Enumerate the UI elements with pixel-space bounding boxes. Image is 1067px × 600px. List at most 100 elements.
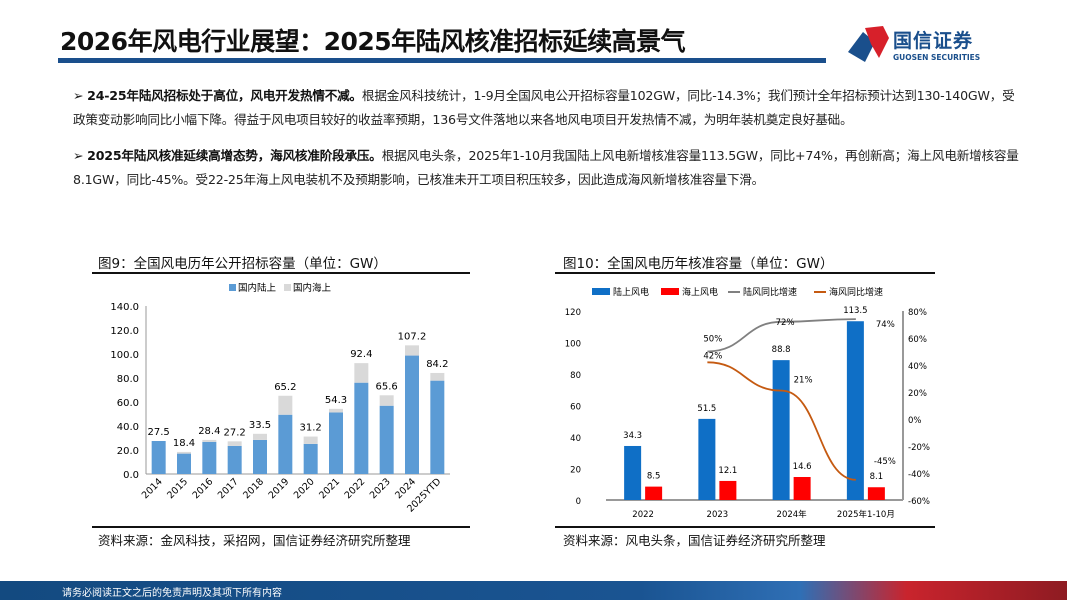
y-tick-label: 20.0 bbox=[117, 446, 139, 457]
legend-swatch bbox=[661, 288, 679, 295]
bar-onshore bbox=[772, 360, 790, 500]
y2-tick-label: 20% bbox=[908, 389, 927, 399]
data-label: 31.2 bbox=[300, 423, 322, 434]
bar-offshore bbox=[379, 395, 394, 406]
data-label: 14.6 bbox=[793, 462, 812, 472]
data-label: 54.3 bbox=[325, 395, 347, 406]
y2-tick-label: 80% bbox=[908, 308, 927, 318]
bar-onshore bbox=[405, 355, 419, 474]
line-data-label: -45% bbox=[874, 457, 896, 467]
y-tick-label: 40.0 bbox=[117, 422, 139, 433]
y2-tick-label: 40% bbox=[908, 362, 927, 372]
y-tick-label: 100 bbox=[565, 340, 581, 350]
chart1-bottom-rule bbox=[92, 526, 470, 528]
chart2-title: 图10：全国风电历年核准容量（单位：GW） bbox=[563, 256, 834, 272]
data-label: 18.4 bbox=[173, 438, 195, 449]
bullet-2: ➢ 2025年陆风核准延续高增态势，海风核准阶段承压。根据风电头条，2025年1… bbox=[73, 148, 1019, 187]
chart2-bottom-rule bbox=[555, 526, 935, 528]
bar-offshore bbox=[177, 451, 191, 454]
bar-onshore bbox=[329, 412, 343, 474]
line-data-label: 72% bbox=[776, 318, 795, 328]
bar-offshore bbox=[227, 441, 242, 446]
bar-offshore bbox=[645, 486, 663, 500]
data-label: 28.4 bbox=[198, 426, 220, 437]
x-tick-label: 2024年 bbox=[777, 509, 808, 520]
legend-swatch bbox=[229, 284, 236, 291]
data-label: 65.6 bbox=[376, 381, 398, 392]
line-data-label: 50% bbox=[703, 335, 722, 345]
data-label: 88.8 bbox=[772, 345, 791, 355]
legend-label: 海风同比增速 bbox=[829, 286, 883, 298]
chart1-source: 资料来源：金风科技，采招网，国信证券经济研究所整理 bbox=[98, 533, 411, 548]
bar-offshore bbox=[278, 395, 293, 415]
y-tick-label: 60 bbox=[570, 403, 581, 413]
data-label: 27.2 bbox=[224, 427, 246, 438]
legend-swatch bbox=[284, 284, 291, 291]
data-label: 34.3 bbox=[623, 431, 642, 441]
chart2-source: 资料来源：风电头条，国信证券经济研究所整理 bbox=[563, 533, 826, 548]
bullet-list: ➢ 24-25年陆风招标处于高位，风电开发热情不减。根据金风科技统计，1-9月全… bbox=[73, 84, 1023, 192]
bar-offshore bbox=[719, 480, 737, 500]
y2-tick-label: -40% bbox=[908, 470, 930, 480]
y2-tick-label: 60% bbox=[908, 335, 927, 345]
title-rule bbox=[58, 58, 826, 63]
data-label: 84.2 bbox=[426, 359, 448, 370]
line-onshore-yoy bbox=[707, 318, 856, 353]
bar-onshore bbox=[354, 382, 369, 474]
chart1-title: 图9：全国风电历年公开招标容量（单位：GW） bbox=[98, 256, 387, 272]
data-label: 8.5 bbox=[647, 472, 661, 482]
line-data-label: 74% bbox=[876, 320, 895, 330]
bar-onshore bbox=[151, 441, 166, 474]
bar-offshore bbox=[354, 363, 369, 383]
data-label: 51.5 bbox=[697, 404, 716, 414]
line-data-label: 21% bbox=[794, 376, 813, 386]
legend-label: 国内海上 bbox=[293, 282, 332, 294]
bar-offshore bbox=[867, 487, 885, 500]
y-tick-label: 0.0 bbox=[123, 470, 139, 481]
bar-offshore bbox=[329, 408, 343, 413]
y-tick-label: 140.0 bbox=[110, 302, 139, 313]
legend-label: 陆上风电 bbox=[613, 286, 649, 298]
bar-onshore bbox=[430, 380, 445, 474]
line-offshore-yoy bbox=[707, 361, 856, 481]
y-tick-label: 20 bbox=[570, 466, 581, 476]
y-tick-label: 100.0 bbox=[110, 350, 139, 361]
data-label: 65.2 bbox=[274, 382, 296, 393]
bullet-2-bold: 2025年陆风核准延续高增态势，海风核准阶段承压。 bbox=[87, 148, 382, 163]
y-tick-label: 40 bbox=[570, 434, 581, 444]
y-tick-label: 80.0 bbox=[117, 374, 139, 385]
bar-onshore bbox=[253, 439, 267, 474]
y-tick-label: 120.0 bbox=[110, 326, 139, 337]
y-tick-label: 80 bbox=[570, 371, 581, 381]
bar-offshore bbox=[430, 372, 445, 381]
legend-swatch bbox=[592, 288, 610, 295]
bar-onshore bbox=[379, 405, 394, 474]
bar-onshore bbox=[202, 441, 217, 474]
logo-subtext: GUOSEN SECURITIES bbox=[893, 53, 981, 62]
bar-offshore bbox=[793, 477, 811, 500]
chart1-top-rule bbox=[92, 272, 470, 274]
bullet-2-text: 根据风电头条，2025年1-10月我国陆上风电新增核准容量113.5GW，同比+… bbox=[73, 148, 1019, 187]
bar-offshore bbox=[253, 433, 267, 440]
bar-onshore bbox=[698, 418, 716, 500]
legend-label: 国内陆上 bbox=[238, 282, 277, 294]
guosen-logo-icon bbox=[848, 26, 889, 62]
y2-tick-label: 0% bbox=[908, 416, 922, 426]
bar-offshore bbox=[405, 345, 419, 356]
y-tick-label: 120 bbox=[565, 308, 581, 318]
bar-onshore bbox=[227, 445, 242, 474]
x-tick-label: 2025年1-10月 bbox=[837, 509, 895, 520]
bullet-1-bold: 24-25年陆风招标处于高位，风电开发热情不减。 bbox=[87, 88, 362, 103]
bullet-1-text: 根据金风科技统计，1-9月全国风电公开招标容量102GW，同比-14.3%；我们… bbox=[73, 88, 1015, 127]
x-tick-label: 2022 bbox=[632, 510, 654, 520]
bar-onshore bbox=[846, 321, 864, 500]
bar-onshore bbox=[303, 443, 318, 474]
legend-label: 海上风电 bbox=[682, 286, 718, 298]
data-label: 12.1 bbox=[718, 466, 737, 476]
y2-tick-label: -20% bbox=[908, 443, 930, 453]
bullet-1: ➢ 24-25年陆风招标处于高位，风电开发热情不减。根据金风科技统计，1-9月全… bbox=[73, 88, 1015, 127]
bar-offshore bbox=[303, 436, 318, 444]
bar-onshore bbox=[177, 453, 191, 474]
